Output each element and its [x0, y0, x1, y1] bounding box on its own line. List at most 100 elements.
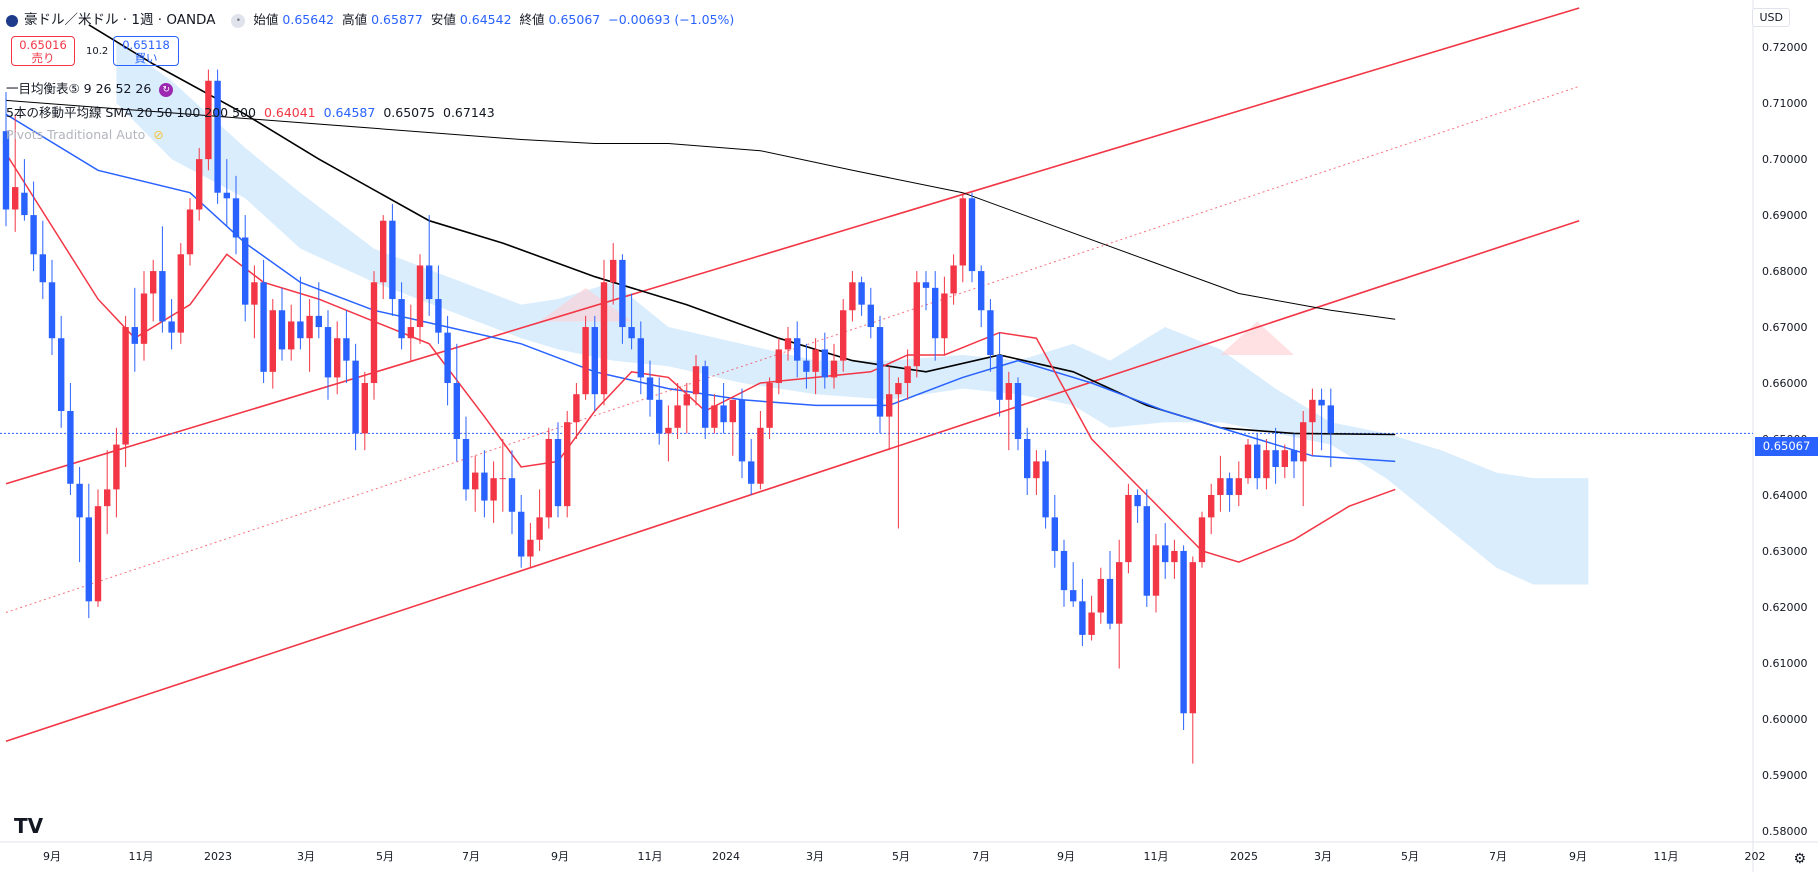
price-tick-label: 0.66000 — [1762, 377, 1808, 390]
time-tick-label: 9月 — [1569, 850, 1587, 863]
gear-icon[interactable]: ⚙ — [1793, 851, 1806, 867]
candle-body — [370, 282, 378, 384]
candle-body — [665, 427, 672, 434]
candle-body — [748, 461, 755, 484]
candle-body — [536, 517, 543, 540]
time-tick-label: 11月 — [1144, 850, 1169, 863]
candle-body — [1272, 450, 1279, 467]
candle-body — [1180, 550, 1187, 714]
price-tick-label: 0.69000 — [1762, 209, 1808, 222]
candle-body — [186, 209, 194, 255]
time-tick-label: 202 — [1745, 850, 1766, 863]
sma200-line — [5, 99, 1396, 320]
buy-price: 0.65118 — [122, 38, 170, 52]
tradingview-logo-icon[interactable]: TV — [14, 814, 44, 838]
candle-body — [582, 327, 589, 395]
candle-body — [232, 198, 240, 238]
symbol-title[interactable]: 豪ドル／米ドル · 1週 · OANDA — [23, 12, 216, 28]
buy-label: 買い — [134, 51, 158, 65]
candle-body — [987, 310, 994, 356]
candle-body — [1162, 545, 1169, 563]
candle-body — [122, 327, 129, 445]
price-tick-label: 0.61000 — [1762, 657, 1808, 670]
sma-legend[interactable]: 5本の移動平均線 SMA 20 50 100 200 500 0.64041 0… — [6, 102, 499, 121]
candle-body — [398, 299, 405, 339]
candle-body — [1079, 601, 1086, 635]
close-label: 終値 — [519, 12, 545, 27]
candle-body — [1143, 506, 1150, 596]
candle-body — [1189, 562, 1196, 714]
time-tick-label: 7月 — [462, 850, 480, 863]
candle-body — [462, 438, 470, 490]
candle-body — [876, 327, 884, 417]
candle-body — [913, 282, 920, 367]
pivots-label: Pivots Traditional Auto — [6, 127, 146, 142]
candle-body — [821, 349, 828, 378]
time-tick-label: 11月 — [129, 850, 154, 863]
time-tick-label: 3月 — [806, 850, 824, 863]
candle-body — [1244, 444, 1252, 479]
spread-value: 10.2 — [86, 46, 109, 57]
ichimoku-legend[interactable]: 一目均衡表⑤ 9 26 52 26 ↻ — [6, 78, 177, 97]
price-tick-label: 0.60000 — [1762, 713, 1808, 726]
refresh-icon[interactable]: ↻ — [159, 82, 174, 97]
candle-body — [361, 383, 368, 434]
eye-hidden-icon[interactable]: ⊘ — [153, 127, 164, 142]
candle-body — [692, 366, 700, 395]
candle-body — [1070, 590, 1077, 602]
symbol-legend: 豪ドル／米ドル · 1週 · OANDA • 始値 0.65642 高値 0.658… — [6, 8, 738, 28]
flag-icon — [6, 14, 18, 27]
candle-body — [527, 539, 534, 557]
candle-body — [941, 293, 948, 339]
candle-body — [140, 293, 148, 344]
candle-body — [564, 422, 571, 507]
candle-body — [720, 405, 727, 423]
sma-label: 5本の移動平均線 SMA 20 50 100 200 500 — [6, 105, 256, 120]
low-label: 安値 — [430, 12, 456, 27]
currency-button[interactable]: USD — [1752, 8, 1790, 27]
candle-body — [67, 411, 74, 484]
sma-value-100: 0.65075 — [383, 105, 436, 120]
candle-body — [444, 332, 451, 384]
candle-body — [1134, 494, 1141, 507]
candle-body — [453, 383, 460, 439]
candle-body — [1208, 494, 1215, 518]
candle-body — [94, 506, 102, 602]
time-tick-label: 2024 — [712, 850, 740, 863]
candle-body — [76, 483, 83, 518]
candle-body — [932, 287, 939, 339]
price-tick-label: 0.70000 — [1762, 153, 1808, 166]
time-tick-label: 9月 — [551, 850, 569, 863]
candle-body — [416, 265, 424, 328]
candle-body — [886, 394, 893, 417]
high-label: 高値 — [342, 12, 368, 27]
candle-body — [1005, 383, 1012, 400]
candle-body — [159, 271, 166, 322]
candle-body — [858, 282, 865, 305]
current-price-tag: 0.65067 — [1755, 437, 1818, 456]
candle-body — [757, 427, 764, 484]
pivots-legend[interactable]: Pivots Traditional Auto ⊘ — [6, 127, 168, 142]
time-tick-label: 5月 — [376, 850, 394, 863]
sma-value-50: 0.64587 — [323, 105, 376, 120]
sma-value-20: 0.64041 — [263, 105, 316, 120]
time-tick-label: 2025 — [1230, 850, 1258, 863]
candle-body — [214, 80, 221, 193]
candle-body — [104, 489, 111, 507]
dots-icon[interactable]: • — [231, 13, 246, 28]
sell-button[interactable]: 0.65016 売り — [11, 36, 75, 66]
candle-body — [490, 478, 497, 501]
candle-body — [996, 355, 1003, 400]
candle-body — [1024, 438, 1031, 479]
candle-body — [628, 327, 635, 339]
open-label: 始値 — [253, 12, 279, 27]
time-tick-label: 11月 — [638, 850, 663, 863]
candle-body — [260, 282, 267, 372]
candle-body — [646, 377, 654, 400]
time-tick-label: 5月 — [892, 850, 910, 863]
buy-button[interactable]: 0.65118 買い — [113, 36, 179, 66]
candle-body — [1235, 478, 1242, 495]
price-tick-label: 0.63000 — [1762, 545, 1808, 558]
open-value: 0.65642 — [282, 12, 335, 27]
